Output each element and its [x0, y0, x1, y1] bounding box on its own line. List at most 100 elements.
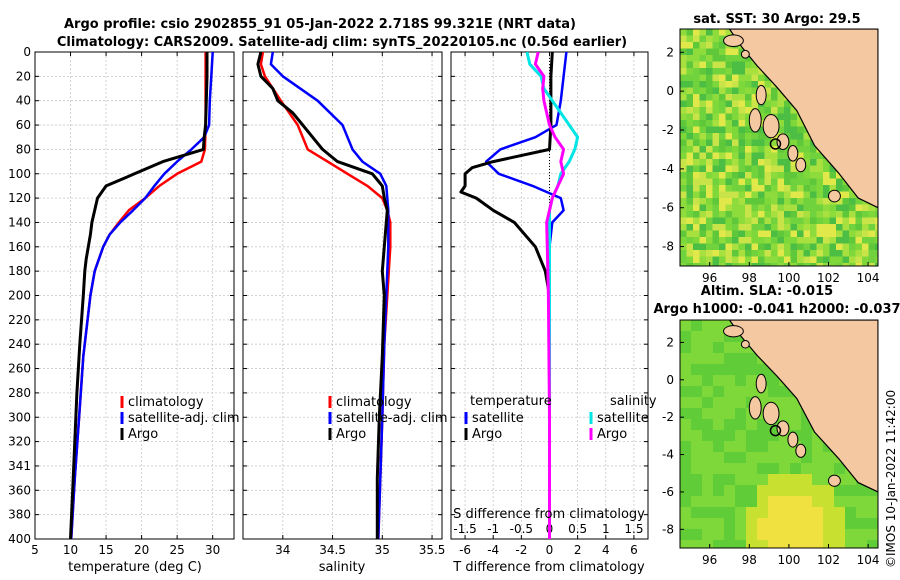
map-cell	[797, 230, 804, 238]
map-cell	[836, 211, 843, 218]
map-cell	[732, 243, 739, 251]
map-cell	[719, 204, 726, 212]
map-cell	[686, 81, 694, 88]
map-cell	[686, 139, 694, 147]
map-cell	[810, 198, 817, 205]
map-cell	[738, 81, 746, 88]
map-cell	[686, 172, 694, 179]
map-cell	[725, 243, 733, 251]
map-cell	[845, 496, 857, 508]
map-cell	[875, 217, 878, 225]
map-cell	[680, 42, 687, 49]
map-cell	[779, 507, 791, 519]
map-cell	[725, 139, 733, 147]
map-cell	[735, 518, 747, 530]
map-cell	[735, 529, 747, 541]
map-cell	[735, 419, 747, 431]
map-cell	[779, 452, 791, 464]
map-cell	[724, 463, 736, 475]
map-cell	[693, 204, 700, 212]
map-cell	[777, 100, 785, 108]
map-cell	[823, 518, 835, 530]
map-cell	[777, 191, 785, 199]
map-cell	[862, 243, 869, 251]
map-cell	[680, 485, 692, 497]
map-cell	[735, 474, 747, 486]
map-cell	[823, 159, 830, 166]
map-cell	[693, 42, 700, 49]
map-cell	[790, 419, 802, 431]
map-cell	[738, 55, 746, 62]
map-cell	[797, 263, 804, 266]
map-cell	[706, 74, 713, 82]
map-cell	[725, 29, 733, 36]
map-cell	[738, 152, 746, 160]
map-cell	[758, 113, 765, 121]
map-cell	[693, 139, 700, 147]
map-cell	[777, 198, 785, 205]
map-y-tick-label: -6	[662, 485, 674, 499]
map-cell	[680, 452, 692, 464]
map-cell	[845, 485, 857, 497]
map-cell	[757, 397, 769, 409]
map-cell	[732, 113, 739, 121]
map-cell	[751, 87, 759, 95]
depth-tick-label: 341	[8, 459, 31, 473]
map-cell	[836, 224, 843, 231]
map-cell	[686, 133, 694, 140]
map-cell	[829, 185, 837, 192]
map-cell	[816, 165, 824, 173]
map-cell	[702, 529, 714, 541]
map-cell	[836, 256, 843, 264]
map-cell	[764, 237, 772, 244]
map-cell	[732, 178, 739, 186]
map-cell	[816, 237, 824, 244]
map-cell	[790, 178, 798, 186]
map-cell	[724, 496, 736, 508]
map-cell	[725, 107, 733, 114]
map-cell	[758, 237, 765, 244]
map-cell	[849, 230, 856, 238]
map-cell	[719, 165, 726, 173]
map-cell	[712, 152, 720, 160]
map-cell	[758, 172, 765, 179]
map-cell	[790, 397, 802, 409]
map-cell	[816, 191, 824, 199]
map-cell	[680, 474, 692, 486]
map-cell	[680, 529, 692, 541]
map-cell	[680, 178, 687, 186]
map-cell	[745, 120, 752, 127]
map-cell	[790, 165, 798, 173]
map-cell	[735, 386, 747, 398]
map-cell	[699, 94, 707, 101]
map-cell	[699, 256, 707, 264]
map-cell	[680, 224, 687, 231]
map-cell	[801, 496, 813, 508]
map-cell	[803, 165, 811, 173]
map-cell	[784, 224, 791, 231]
map-cell	[732, 139, 739, 147]
map-cell	[757, 419, 769, 431]
map-cell	[732, 61, 739, 69]
map-cell	[810, 237, 817, 244]
salinity-diff-tick-label: 1	[602, 522, 610, 536]
map-cell	[810, 172, 817, 179]
map-cell	[803, 198, 811, 205]
map-cell	[768, 386, 780, 398]
map-cell	[771, 217, 778, 225]
map-cell	[680, 263, 687, 266]
difference-xlabel: T difference from climatology	[452, 560, 645, 575]
map-cell	[712, 243, 720, 251]
map-cell	[746, 386, 758, 398]
map-cell	[784, 152, 791, 160]
map-cell	[725, 185, 733, 192]
map-cell	[777, 185, 785, 192]
map-cell	[691, 496, 703, 508]
map-cell	[771, 87, 778, 95]
map-cell	[757, 430, 769, 442]
map-cell	[719, 217, 726, 225]
map-cell	[812, 540, 824, 548]
map-cell	[803, 211, 811, 218]
map-cell	[724, 397, 736, 409]
map-cell	[803, 146, 811, 153]
